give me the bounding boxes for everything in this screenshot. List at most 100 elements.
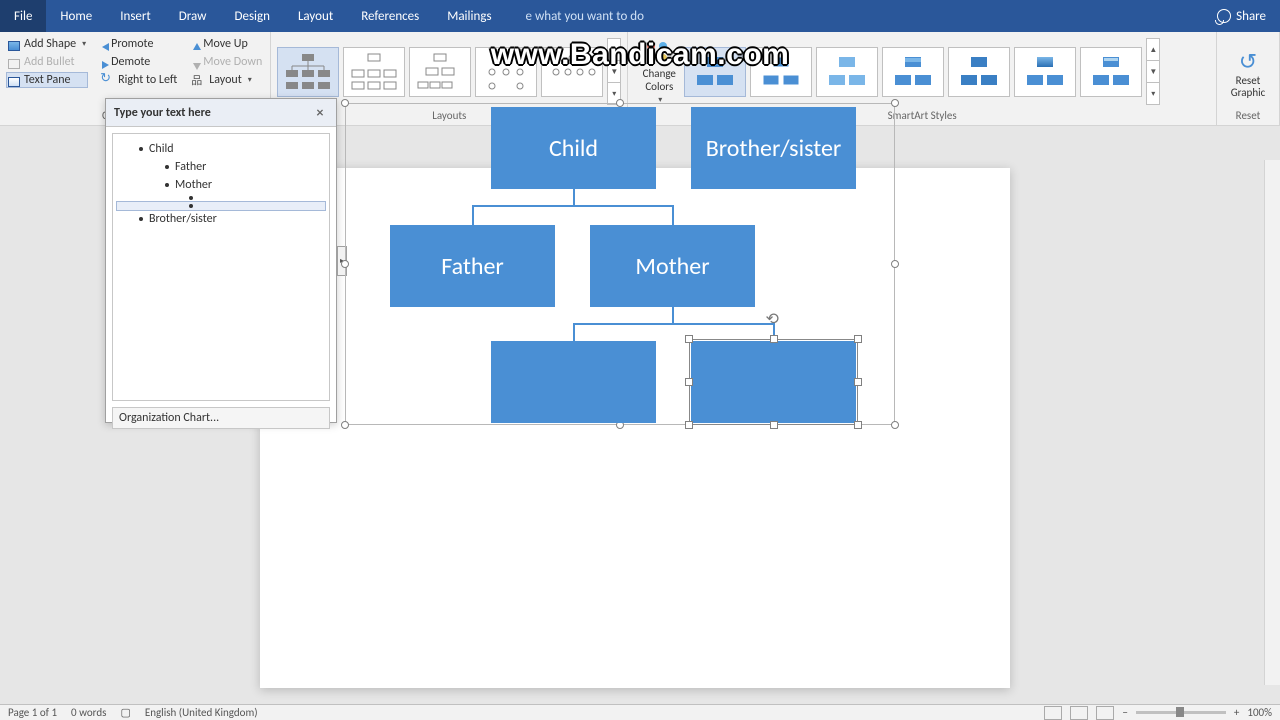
smartart-frame[interactable]: Child Brother/sister Father Mother ⟲ bbox=[345, 103, 895, 425]
bullet-icon bbox=[139, 217, 143, 221]
selection-handle[interactable] bbox=[685, 421, 693, 429]
tell-me[interactable]: e what you want to do bbox=[526, 0, 644, 32]
bullet-icon bbox=[139, 147, 143, 151]
status-page[interactable]: Page 1 of 1 bbox=[8, 706, 57, 719]
layout-icon bbox=[191, 73, 205, 87]
style-thumb-3[interactable] bbox=[816, 47, 878, 97]
reset-icon bbox=[1239, 48, 1257, 75]
add-shape-label: Add Shape bbox=[24, 37, 76, 51]
selection-handle[interactable] bbox=[854, 421, 862, 429]
rtl-button[interactable]: Right to Left bbox=[98, 72, 179, 88]
text-pane-item[interactable]: Brother/sister bbox=[117, 210, 325, 228]
tab-references[interactable]: References bbox=[347, 0, 433, 32]
smartart-box-sib[interactable]: Brother/sister bbox=[691, 107, 856, 189]
selection-handle[interactable] bbox=[770, 335, 778, 343]
selection-handle[interactable] bbox=[770, 421, 778, 429]
zoom-slider[interactable] bbox=[1136, 711, 1226, 714]
vertical-scrollbar[interactable] bbox=[1264, 160, 1280, 685]
reset-graphic-button[interactable]: Reset Graphic bbox=[1223, 36, 1273, 107]
move-up-icon bbox=[193, 43, 201, 50]
smartart-box-mother[interactable]: Mother bbox=[590, 225, 755, 307]
styles-scroll-down[interactable]: ▼ bbox=[1146, 61, 1160, 83]
demote-button[interactable]: Demote bbox=[98, 54, 179, 70]
text-pane-item[interactable]: Mother bbox=[117, 176, 325, 194]
tab-file[interactable]: File bbox=[0, 0, 46, 32]
style-thumb-7[interactable] bbox=[1080, 47, 1142, 97]
selection-handle[interactable] bbox=[854, 378, 862, 386]
text-pane-footer[interactable]: Organization Chart... bbox=[112, 407, 330, 429]
frame-handle-tc[interactable] bbox=[616, 99, 624, 107]
add-shape-icon bbox=[8, 41, 20, 51]
frame-handle-br[interactable] bbox=[891, 421, 899, 429]
style-thumb-5[interactable] bbox=[948, 47, 1010, 97]
layout-btn-label: Layout bbox=[209, 73, 242, 87]
layout-thumb-3[interactable] bbox=[409, 47, 471, 97]
text-pane-panel[interactable]: Type your text here × ChildFatherMotherB… bbox=[105, 98, 337, 423]
text-pane-item[interactable]: Child bbox=[117, 140, 325, 158]
demote-icon bbox=[102, 61, 109, 69]
text-pane-item[interactable]: Father bbox=[117, 158, 325, 176]
zoom-value[interactable]: 100% bbox=[1247, 706, 1272, 719]
style-thumb-6[interactable] bbox=[1014, 47, 1076, 97]
add-shape-button[interactable]: Add Shape bbox=[6, 36, 88, 52]
rotate-handle[interactable]: ⟲ bbox=[766, 309, 782, 325]
bullet-icon bbox=[165, 165, 169, 169]
text-pane-button[interactable]: Text Pane bbox=[6, 72, 88, 88]
smartart-box-child[interactable]: Child bbox=[491, 107, 656, 189]
connector-line bbox=[573, 323, 575, 341]
view-print-layout[interactable] bbox=[1070, 706, 1088, 720]
frame-handle-bl[interactable] bbox=[341, 421, 349, 429]
move-up-button[interactable]: Move Up bbox=[189, 36, 264, 52]
smartart-selection bbox=[689, 339, 858, 425]
status-proofing-icon[interactable]: ▢ bbox=[120, 706, 130, 719]
move-down-icon bbox=[193, 63, 201, 70]
tab-design[interactable]: Design bbox=[220, 0, 283, 32]
zoom-out[interactable]: − bbox=[1122, 706, 1127, 719]
selection-handle[interactable] bbox=[854, 335, 862, 343]
selection-handle[interactable] bbox=[685, 378, 693, 386]
frame-handle-mr[interactable] bbox=[891, 260, 899, 268]
bullet-icon bbox=[189, 196, 193, 200]
smartart-box-father[interactable]: Father bbox=[390, 225, 555, 307]
move-up-label: Move Up bbox=[203, 37, 248, 51]
layout-thumb-2[interactable] bbox=[343, 47, 405, 97]
tab-layout[interactable]: Layout bbox=[284, 0, 347, 32]
tab-home[interactable]: Home bbox=[46, 0, 106, 32]
reset-label: Reset Graphic bbox=[1231, 75, 1266, 99]
move-down-button: Move Down bbox=[189, 54, 264, 70]
tab-mailings[interactable]: Mailings bbox=[433, 0, 505, 32]
styles-more[interactable]: ▾ bbox=[1146, 83, 1160, 105]
text-pane-item-text: Brother/sister bbox=[149, 212, 217, 226]
bullet-icon bbox=[189, 204, 193, 208]
add-bullet-label: Add Bullet bbox=[24, 55, 75, 69]
add-bullet-icon bbox=[8, 59, 20, 69]
layout-thumb-1[interactable] bbox=[277, 47, 339, 97]
status-language[interactable]: English (United Kingdom) bbox=[145, 706, 258, 719]
view-web-layout[interactable] bbox=[1096, 706, 1114, 720]
frame-handle-ml[interactable] bbox=[341, 260, 349, 268]
style-thumb-4[interactable] bbox=[882, 47, 944, 97]
view-read-mode[interactable] bbox=[1044, 706, 1062, 720]
status-words[interactable]: 0 words bbox=[71, 706, 106, 719]
frame-handle-tl[interactable] bbox=[341, 99, 349, 107]
add-bullet-button: Add Bullet bbox=[6, 54, 88, 70]
frame-handle-tr[interactable] bbox=[891, 99, 899, 107]
selection-handle[interactable] bbox=[685, 335, 693, 343]
zoom-in[interactable]: + bbox=[1234, 706, 1239, 719]
text-pane-list[interactable]: Child Father Mother Brother/sister bbox=[112, 133, 330, 401]
tab-insert[interactable]: Insert bbox=[106, 0, 165, 32]
text-pane-item-text: Father bbox=[175, 160, 206, 174]
rtl-icon bbox=[100, 73, 114, 87]
ribbon-tabs: File Home Insert Draw Design Layout Refe… bbox=[0, 0, 1280, 32]
promote-button[interactable]: Promote bbox=[98, 36, 179, 52]
layout-button[interactable]: Layout bbox=[189, 72, 264, 88]
smartart-box-gc1[interactable] bbox=[491, 341, 656, 423]
tab-draw[interactable]: Draw bbox=[165, 0, 221, 32]
text-pane-close[interactable]: × bbox=[312, 104, 328, 121]
promote-icon bbox=[102, 43, 109, 51]
text-pane-item-text: Mother bbox=[175, 178, 212, 192]
text-pane-icon bbox=[8, 77, 20, 87]
bandicam-watermark: www.Bandicam.com bbox=[491, 38, 790, 72]
styles-scroll-up[interactable]: ▲ bbox=[1146, 38, 1160, 61]
share-button[interactable]: Share bbox=[1203, 0, 1280, 32]
